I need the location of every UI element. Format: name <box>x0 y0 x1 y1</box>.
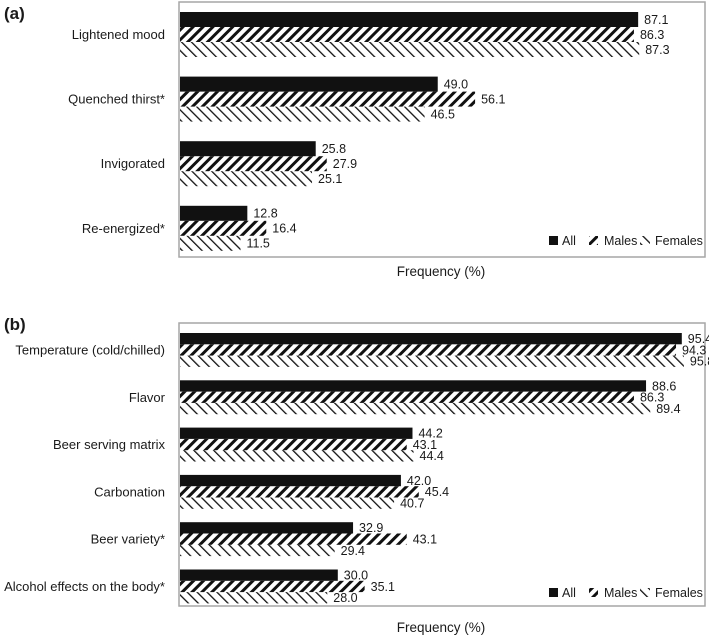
value-label-females: 28.0 <box>333 591 357 605</box>
bar-all <box>180 333 682 345</box>
value-label-all: 42.0 <box>407 474 431 488</box>
bar-all <box>180 522 354 534</box>
value-label-males: 94.3 <box>682 343 706 357</box>
legend-males-swatch <box>589 236 598 245</box>
panel-b: (b) Temperature (cold/chilled) Flavor Beer… <box>4 315 709 635</box>
value-label-males: 43.1 <box>413 532 437 546</box>
legend-males-label: Males <box>604 234 637 248</box>
bar-all <box>180 474 401 487</box>
value-label-all: 87.1 <box>644 13 668 27</box>
category-label: Carbonation <box>94 484 165 499</box>
value-label-males: 35.1 <box>371 580 395 594</box>
legend-females-swatch <box>640 588 650 597</box>
value-label-males: 45.4 <box>425 485 449 499</box>
value-label-females: 44.4 <box>420 449 444 463</box>
panel-b-x-axis-label: Frequency (%) <box>397 620 486 635</box>
bar-males <box>180 486 419 498</box>
category-label: Invigorated <box>101 156 165 171</box>
bar-males <box>180 580 365 593</box>
bar-all <box>180 76 438 92</box>
category-label: Lightened mood <box>72 27 165 42</box>
value-label-all: 25.8 <box>322 142 346 156</box>
bar-males <box>180 438 407 451</box>
value-label-females: 29.4 <box>341 544 365 558</box>
legend-all-swatch <box>549 588 558 597</box>
value-label-females: 11.5 <box>246 237 269 251</box>
value-label-males: 27.9 <box>333 157 357 171</box>
panel-b-frame <box>178 322 706 607</box>
value-label-all: 12.8 <box>253 207 277 221</box>
legend-females-swatch <box>640 236 650 245</box>
bar-females <box>180 42 640 57</box>
bar-males <box>180 533 407 545</box>
bar-all <box>180 569 338 581</box>
bar-females <box>180 402 651 415</box>
panel-a-value-labels: 87.186.387.3 49.0 56.1 46.5 25.827.925.1 12.8… <box>246 13 669 251</box>
panel-a-label: (a) <box>4 4 25 23</box>
bar-all <box>180 427 413 439</box>
legend-all-label: All <box>562 586 576 600</box>
value-label-all: 95.4 <box>688 332 709 346</box>
category-label: Beer variety* <box>91 532 165 547</box>
value-label-females: 25.1 <box>318 172 342 186</box>
bar-females <box>180 450 414 462</box>
panel-b-legend: All Males Females <box>549 586 703 600</box>
panel-a-bars <box>180 12 640 251</box>
bar-males <box>180 91 476 107</box>
bar-all <box>180 380 647 392</box>
legend-males-swatch <box>589 588 598 597</box>
panel-a: (a) Lightened mood Quenched thirst* Invigo… <box>4 1 706 279</box>
panel-a-x-axis-label: Frequency (%) <box>397 264 486 279</box>
bar-females <box>180 235 241 251</box>
panel-a-category-labels: Lightened mood Quenched thirst* Invigorate… <box>68 27 165 236</box>
value-label-males: 16.4 <box>272 222 296 236</box>
value-label-males: 86.3 <box>640 391 664 405</box>
legend-females-label: Females <box>655 234 703 248</box>
value-label-all: 30.0 <box>344 568 368 582</box>
panel-b-value-labels: 95.494.395.888.686.389.444.243.144.442.0… <box>333 332 709 605</box>
panel-a-legend: All Males Females <box>549 234 703 248</box>
bar-females <box>180 106 425 122</box>
category-label: Beer serving matrix <box>53 437 165 452</box>
bar-females <box>180 592 328 604</box>
bar-males <box>180 220 267 236</box>
category-label: Re-energized* <box>82 221 165 236</box>
value-label-all: 44.2 <box>418 427 442 441</box>
panel-b-category-labels: Temperature (cold/chilled) Flavor Beer ser… <box>4 342 166 594</box>
bar-all <box>180 205 248 221</box>
category-label: Alcohol effects on the body* <box>4 579 165 594</box>
bar-all <box>180 12 639 27</box>
panel-a-frame <box>178 1 706 258</box>
legend-males-label: Males <box>604 586 637 600</box>
bar-males <box>180 344 677 356</box>
bar-females <box>180 355 684 367</box>
value-label-females: 87.3 <box>645 43 669 57</box>
category-label: Temperature (cold/chilled) <box>15 342 165 357</box>
panel-b-label: (b) <box>4 315 26 334</box>
legend-females-label: Females <box>655 586 703 600</box>
panel-b-bars <box>180 333 684 604</box>
value-label-all: 88.6 <box>652 379 676 393</box>
value-label-females: 89.4 <box>656 402 680 416</box>
legend-all-swatch <box>549 236 558 245</box>
bar-all <box>180 141 316 157</box>
bar-females <box>180 497 395 509</box>
value-label-males: 43.1 <box>413 438 437 452</box>
value-label-males: 56.1 <box>481 92 505 106</box>
value-label-females: 46.5 <box>431 107 455 121</box>
category-label: Flavor <box>129 390 166 405</box>
value-label-all: 32.9 <box>359 521 383 535</box>
bar-males <box>180 27 634 42</box>
bar-females <box>180 544 335 557</box>
bar-males <box>180 391 634 403</box>
category-label: Quenched thirst* <box>68 92 165 107</box>
bar-males <box>180 156 327 172</box>
value-label-males: 86.3 <box>640 28 664 42</box>
value-label-all: 49.0 <box>444 77 468 91</box>
value-label-females: 40.7 <box>400 496 424 510</box>
bar-females <box>180 171 313 187</box>
legend-all-label: All <box>562 234 576 248</box>
value-label-females: 95.8 <box>690 355 709 369</box>
